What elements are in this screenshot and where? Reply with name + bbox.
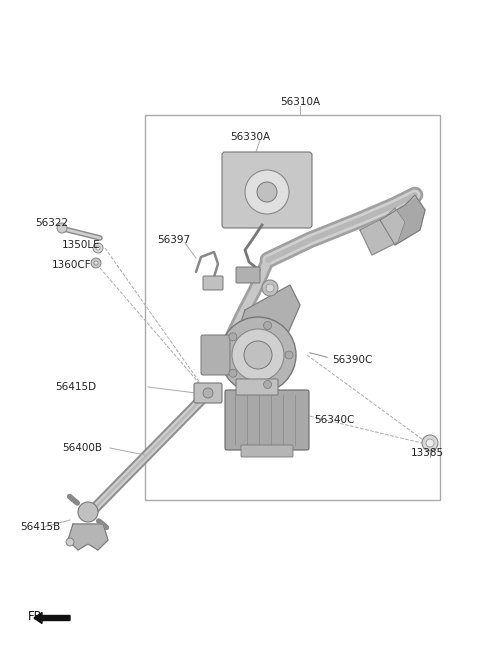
Circle shape	[232, 329, 284, 381]
Text: 56397: 56397	[157, 235, 190, 245]
Circle shape	[264, 321, 272, 330]
Circle shape	[66, 538, 74, 546]
Bar	[145, 115, 440, 500]
Text: 1350LE: 1350LE	[62, 240, 101, 250]
Circle shape	[93, 243, 103, 253]
Text: 56330A: 56330A	[230, 132, 270, 142]
Circle shape	[244, 341, 272, 369]
FancyBboxPatch shape	[194, 383, 222, 403]
Circle shape	[78, 502, 98, 522]
FancyBboxPatch shape	[241, 445, 293, 457]
Circle shape	[266, 284, 274, 292]
Circle shape	[245, 170, 289, 214]
Text: 56415B: 56415B	[20, 522, 60, 532]
Circle shape	[264, 380, 272, 388]
Circle shape	[220, 317, 296, 393]
FancyBboxPatch shape	[222, 152, 312, 228]
Text: 56390C: 56390C	[332, 355, 372, 365]
Circle shape	[91, 258, 101, 268]
Circle shape	[422, 435, 438, 451]
Text: 56340C: 56340C	[314, 415, 354, 425]
Circle shape	[229, 333, 237, 341]
Text: 1360CF: 1360CF	[52, 260, 92, 270]
Circle shape	[229, 369, 237, 377]
Polygon shape	[68, 524, 108, 550]
Circle shape	[426, 439, 434, 447]
Polygon shape	[360, 208, 405, 255]
FancyBboxPatch shape	[225, 390, 309, 450]
Text: 56400B: 56400B	[62, 443, 102, 453]
Circle shape	[57, 223, 67, 233]
FancyArrow shape	[34, 612, 70, 623]
Circle shape	[203, 388, 213, 398]
Circle shape	[262, 280, 278, 296]
Text: FR.: FR.	[28, 610, 46, 623]
Circle shape	[96, 246, 100, 250]
Polygon shape	[235, 285, 300, 355]
Text: 56310A: 56310A	[280, 97, 320, 107]
Circle shape	[94, 261, 98, 265]
FancyBboxPatch shape	[203, 276, 223, 290]
FancyBboxPatch shape	[236, 379, 278, 395]
FancyBboxPatch shape	[201, 335, 230, 375]
FancyBboxPatch shape	[236, 267, 260, 283]
Text: 56322: 56322	[35, 218, 68, 228]
Text: 13385: 13385	[410, 448, 444, 458]
Polygon shape	[380, 195, 425, 245]
Circle shape	[257, 182, 277, 202]
Circle shape	[285, 351, 293, 359]
Text: 56415D: 56415D	[55, 382, 96, 392]
